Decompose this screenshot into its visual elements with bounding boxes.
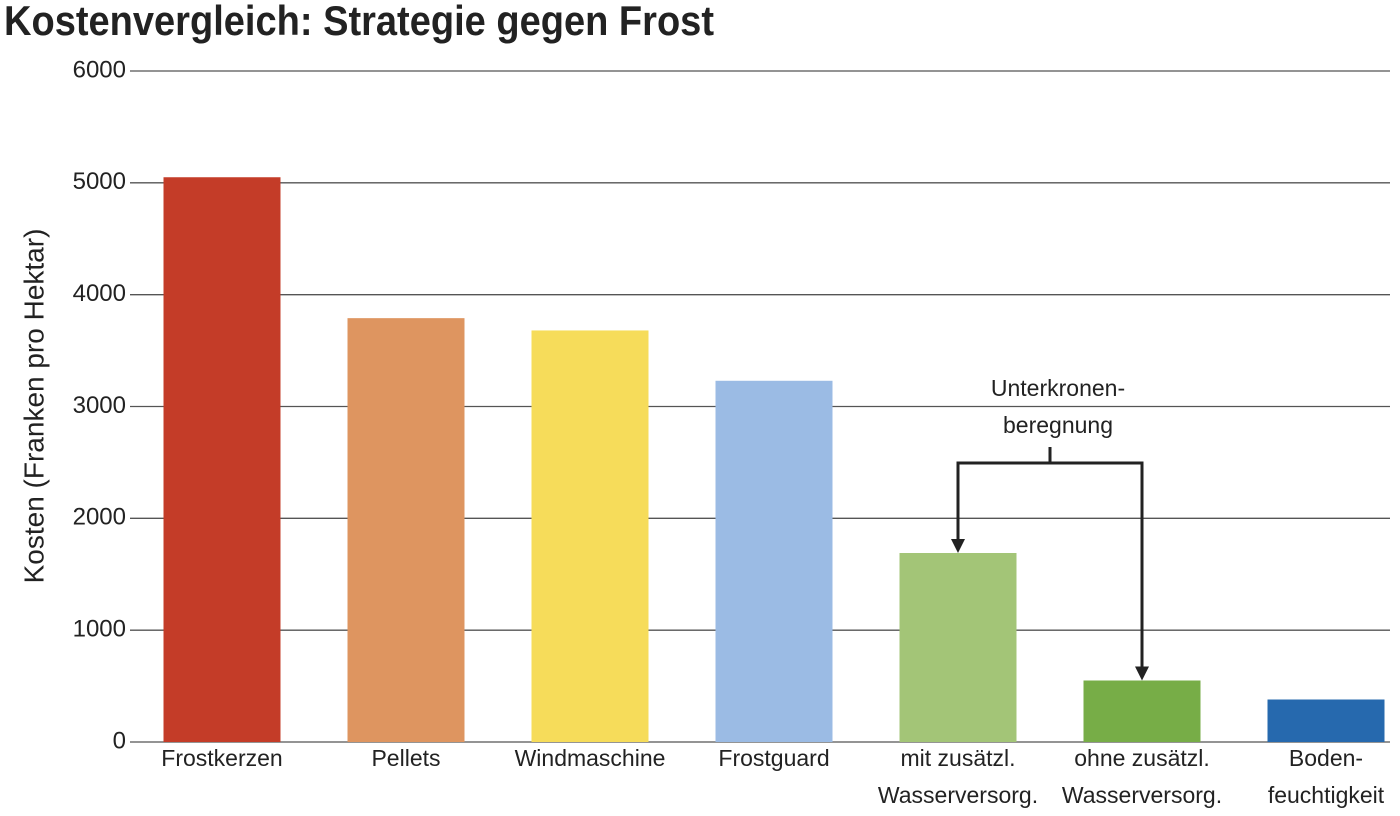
x-tick-label: Windmaschine [515, 745, 666, 771]
bar [347, 318, 465, 742]
annotation-line: beregnung [1003, 412, 1113, 438]
bar [899, 553, 1017, 742]
y-axis-label: Kosten (Franken pro Hektar) [18, 229, 49, 584]
bar [163, 177, 281, 742]
x-tick-label-line: ohne zusätzl. [1074, 745, 1210, 771]
x-tick-label-line: Frostkerzen [161, 745, 282, 771]
x-tick-label-line: Pellets [371, 745, 440, 771]
bar [1083, 680, 1201, 742]
x-tick-label-line: Frostguard [718, 745, 829, 771]
y-tick-label: 2000 [73, 504, 126, 531]
x-tick-label-line: mit zusätzl. [900, 745, 1015, 771]
y-tick-label: 0 [113, 727, 126, 754]
x-tick-label: Frostguard [718, 745, 829, 771]
x-tick-label-line: Boden- [1289, 745, 1363, 771]
x-tick-label: Frostkerzen [161, 745, 282, 771]
x-tick-label: Boden-feuchtigkeit [1268, 745, 1385, 808]
bar [531, 330, 649, 742]
annotation-line: Unterkronen- [991, 375, 1125, 401]
y-tick-label: 5000 [73, 168, 126, 195]
x-tick-label-line: Wasserversorg. [1062, 782, 1222, 808]
x-tick-label-line: Wasserversorg. [878, 782, 1038, 808]
bracket [956, 447, 1144, 673]
x-tick-label-line: feuchtigkeit [1268, 782, 1385, 808]
arrow-head [1135, 666, 1149, 681]
y-tick-label: 3000 [73, 392, 126, 419]
y-tick-label: 1000 [73, 616, 126, 643]
x-tick-label-line: Windmaschine [515, 745, 666, 771]
x-tick-label: Pellets [371, 745, 440, 771]
chart-title: Kostenvergleich: Strategie gegen Frost [4, 0, 714, 44]
arrow-head [951, 539, 965, 554]
x-tick-label: ohne zusätzl. Wasserversorg. [1062, 745, 1222, 808]
bar [1267, 699, 1385, 742]
y-tick-label: 4000 [73, 280, 126, 307]
bar [715, 380, 833, 742]
x-tick-label: mit zusätzl. Wasserversorg. [878, 745, 1038, 808]
y-tick-label: 6000 [73, 56, 126, 83]
annotation: Unterkronen-beregnung [991, 375, 1125, 438]
